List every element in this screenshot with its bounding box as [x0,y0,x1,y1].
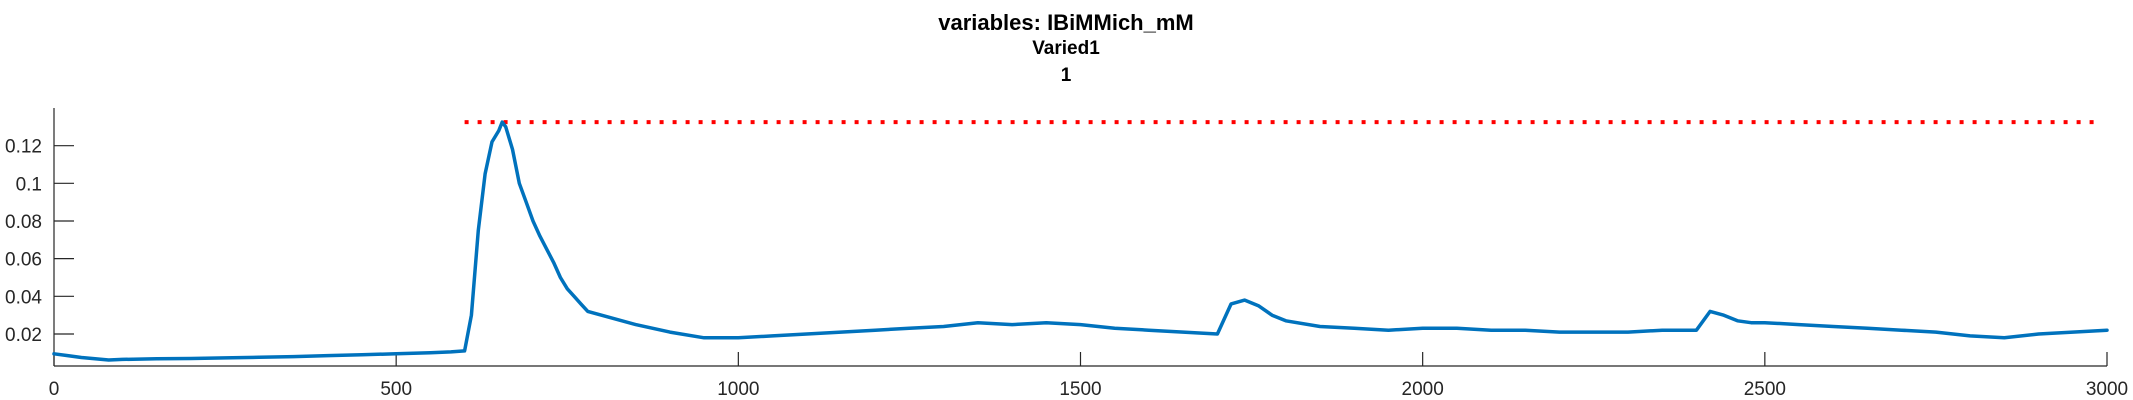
chart-subtitle-line-2: 1 [1061,65,1072,86]
chart-title: variables: IBiMMich_mM [938,10,1194,35]
series-line [52,120,2109,362]
x-tick-label: 0 [49,379,60,400]
x-tick-label: 2500 [1744,379,1786,400]
x-tick-label: 1000 [717,379,759,400]
y-tick-label: 0.02 [5,325,42,346]
x-tick-label: 500 [380,379,412,400]
y-tick-label: 0.08 [5,212,42,233]
chart-subtitle-line-1: Varied1 [1032,38,1100,59]
x-tick-label: 3000 [2086,379,2128,400]
x-tick-label: 1500 [1059,379,1101,400]
y-tick-label: 0.12 [5,137,42,158]
y-tick-label: 0.06 [5,250,42,271]
y-tick-label: 0.1 [16,174,42,195]
plot-area: 0 500 1000 1500 2000 2500 3000 0.02 0.04 0.06 0.08… [5,108,2128,400]
y-tick-label: 0.04 [5,287,42,308]
x-tick-label: 2000 [1402,379,1444,400]
